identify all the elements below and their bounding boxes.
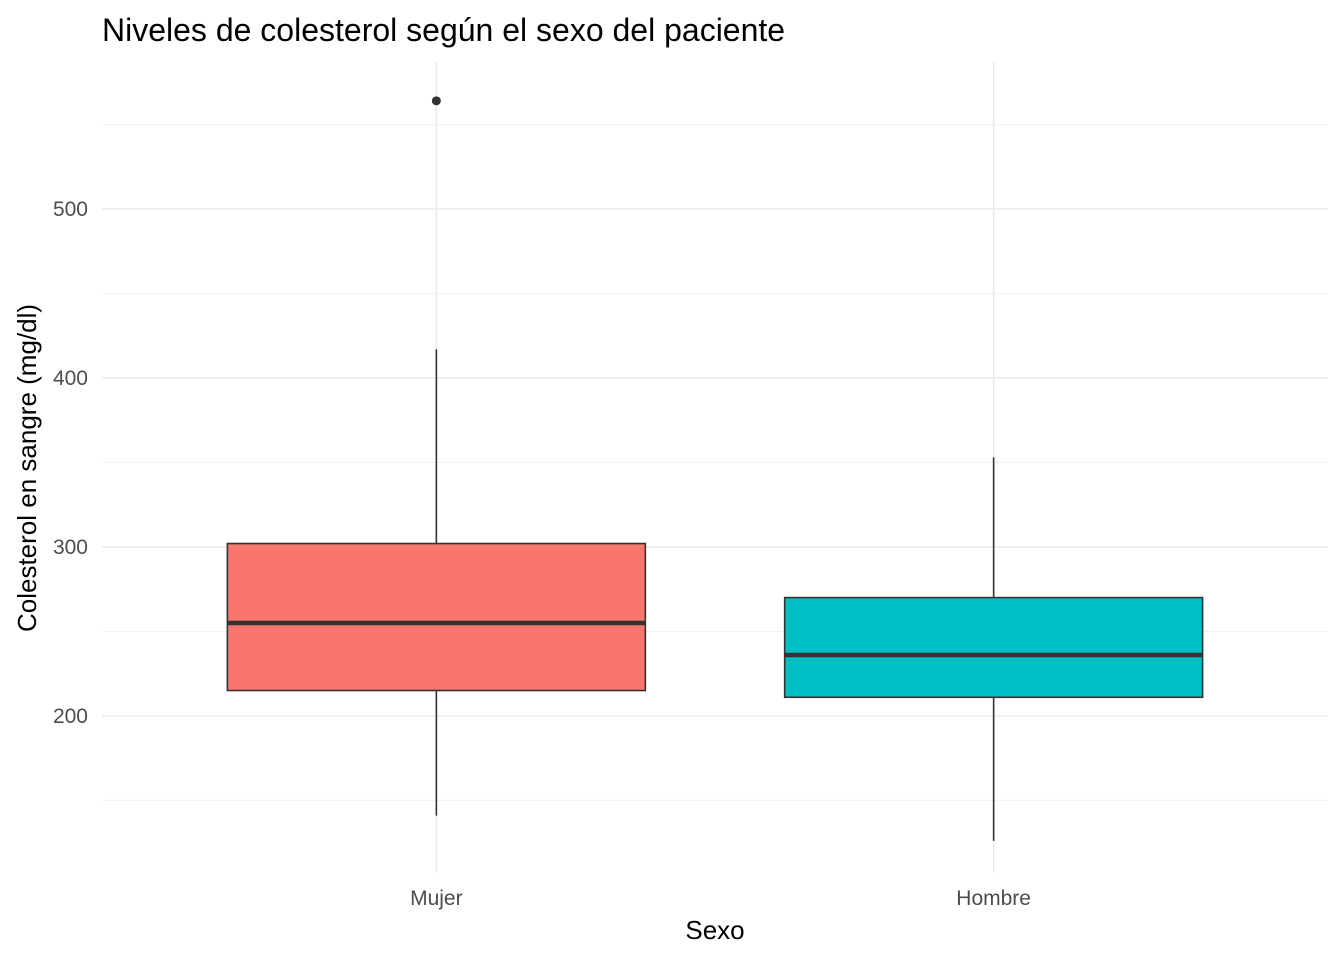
box-marks (226, 96, 1204, 841)
y-tick-label: 200 (53, 705, 88, 728)
x-tick-label: Mujer (410, 887, 463, 910)
x-tick-label: Hombre (956, 887, 1031, 910)
y-axis-title: Colesterol en sangre (mg/dl) (12, 304, 42, 632)
iqr-box (783, 596, 1204, 699)
box-mujer (226, 96, 647, 816)
box-hombre (783, 457, 1204, 841)
grid-lines (102, 62, 1328, 873)
y-tick-label: 400 (53, 367, 88, 390)
y-tick-label: 300 (53, 536, 88, 559)
chart-title: Niveles de colesterol según el sexo del … (102, 12, 785, 48)
x-axis-ticks: Mujer Hombre (410, 887, 1031, 910)
y-axis-ticks: 200 300 400 500 (53, 198, 88, 728)
x-axis-title: Sexo (685, 915, 744, 945)
iqr-box (226, 542, 647, 692)
y-tick-label: 500 (53, 198, 88, 221)
outlier-point (431, 96, 441, 106)
